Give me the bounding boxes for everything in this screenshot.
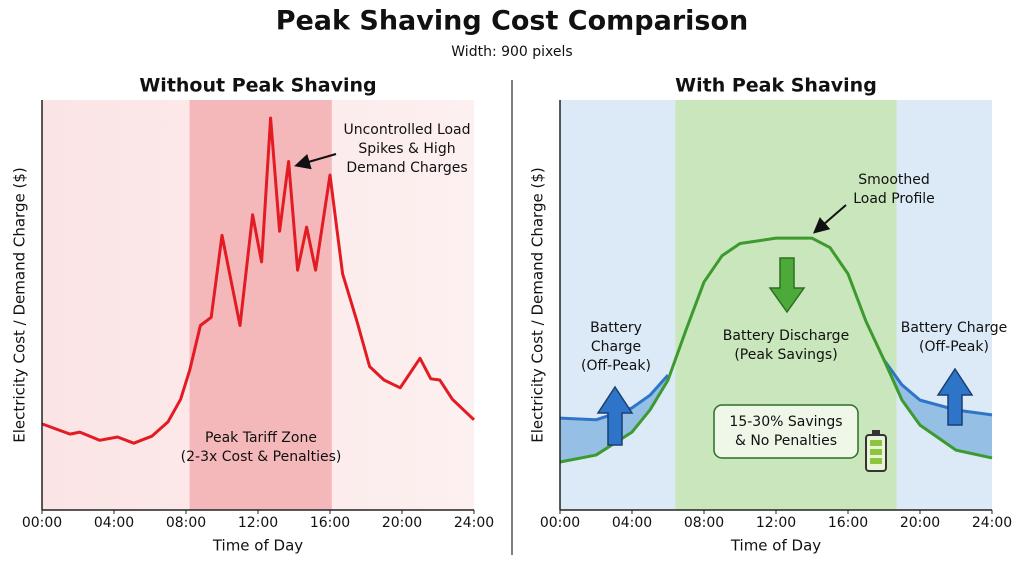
x-tick-label: 00:00: [540, 515, 580, 531]
page-subtitle: Width: 900 pixels: [451, 44, 572, 60]
savings-area: [884, 359, 992, 458]
annotation: Demand Charges: [346, 160, 467, 176]
x-tick-label: 24:00: [972, 515, 1012, 531]
annotation: (Off-Peak): [581, 358, 651, 374]
x-axis-label: Time of Day: [212, 537, 303, 555]
savings-box: [713, 404, 859, 459]
chart-title: With Peak Shaving: [675, 75, 877, 97]
x-tick-label: 08:00: [166, 515, 206, 531]
annotation: Peak Tariff Zone: [205, 430, 317, 446]
data-line: [559, 236, 993, 464]
x-tick-label: 24:00: [454, 515, 494, 531]
annotation: 15-30% Savings: [729, 414, 842, 430]
charge-arrow: [596, 385, 634, 446]
annotation: Smoothed: [858, 172, 930, 188]
decorations: Uncontrolled Load Spikes & High Demand Cha…: [181, 122, 1008, 472]
x-tick-label: 00:00: [22, 515, 62, 531]
discharge-arrow: [768, 257, 806, 314]
charge-arrow: [936, 367, 974, 426]
y-axis-label: Electricity Cost / Demand Charge ($): [11, 167, 29, 442]
x-tick-label: 08:00: [684, 515, 724, 531]
x-tick-label: 16:00: [310, 515, 350, 531]
y-axis-label: Electricity Cost / Demand Charge ($): [529, 167, 547, 442]
data-line: [559, 359, 993, 422]
x-axis-label: Time of Day: [730, 537, 821, 555]
annotation: (Peak Savings): [734, 347, 837, 363]
annotation: (Off-Peak): [919, 339, 989, 355]
battery-cell: [870, 458, 882, 464]
x-tick-label: 04:00: [94, 515, 134, 531]
data-line: [41, 116, 476, 445]
annotation: Spikes & High: [358, 141, 455, 157]
chart-title: Without Peak Shaving: [139, 75, 376, 97]
annotation: Uncontrolled Load: [343, 122, 470, 138]
x-tick-label: 16:00: [828, 515, 868, 531]
pointer-arrow: [294, 153, 337, 170]
page-title: Peak Shaving Cost Comparison: [276, 6, 749, 37]
x-tick-label: 20:00: [900, 515, 940, 531]
annotation: & No Penalties: [735, 433, 837, 449]
annotation: Battery: [590, 320, 642, 336]
battery-cap: [872, 430, 880, 435]
annotation: Charge: [591, 339, 641, 355]
pointer-arrow: [812, 204, 847, 234]
x-tick-label: 20:00: [382, 515, 422, 531]
x-tick-label: 12:00: [756, 515, 796, 531]
x-tick-label: 04:00: [612, 515, 652, 531]
battery-cell: [870, 449, 882, 455]
annotation: Load Profile: [853, 191, 935, 207]
battery-cell: [870, 440, 882, 446]
x-tick-label: 12:00: [238, 515, 278, 531]
annotation: Battery Charge: [901, 320, 1008, 336]
annotation: Battery Discharge: [723, 328, 849, 344]
annotation: (2-3x Cost & Penalties): [181, 449, 342, 465]
